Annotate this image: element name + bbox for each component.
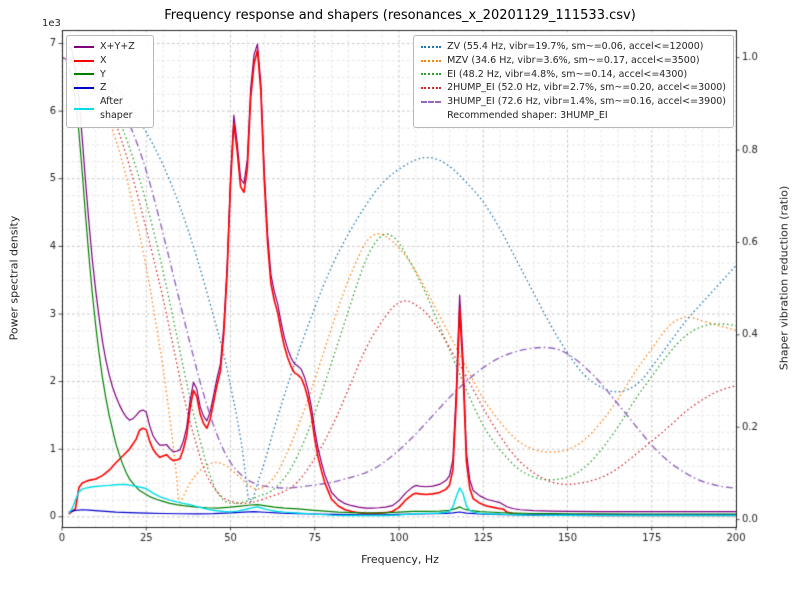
- legend-item-y: Y: [74, 68, 146, 82]
- mzv-line-swatch: [421, 59, 442, 62]
- legend-item-z: Z: [74, 81, 146, 95]
- x-axis-label: Frequency, Hz: [361, 553, 439, 566]
- legend-item-ei: EI (48.2 Hz, vibr=4.8%, sm~=0.14, accel<…: [421, 68, 726, 82]
- legend-label: MZV (34.6 Hz, vibr=3.6%, sm~=0.17, accel…: [447, 54, 700, 66]
- legend-label: Z: [100, 82, 107, 94]
- legend-label: Y: [100, 68, 106, 80]
- legend-label: EI (48.2 Hz, vibr=4.8%, sm~=0.14, accel<…: [447, 68, 688, 80]
- legend-item-3hump-ei: 3HUMP_EI (72.6 Hz, vibr=1.4%, sm~=0.16, …: [421, 95, 726, 109]
- legend-item-x: X: [74, 54, 146, 68]
- 3hump-ei-line-swatch: [421, 100, 442, 103]
- legend-item-2hump-ei: 2HUMP_EI (52.0 Hz, vibr=2.7%, sm~=0.20, …: [421, 81, 726, 95]
- legend-item-xyz: X+Y+Z: [74, 40, 146, 54]
- legend-item-after-shaper: After shaper: [74, 95, 146, 123]
- y-axis-offset-text: 1e3: [42, 18, 61, 29]
- ei-line-swatch: [421, 73, 442, 76]
- legend-label: ZV (55.4 Hz, vibr=19.7%, sm~=0.06, accel…: [447, 41, 704, 52]
- shaper-legend: ZV (55.4 Hz, vibr=19.7%, sm~=0.06, accel…: [413, 35, 734, 129]
- z-line-swatch: [74, 87, 94, 90]
- legend-label: X: [100, 54, 107, 66]
- after-shaper-line-swatch: [74, 107, 94, 110]
- xyz-line-swatch: [74, 45, 94, 48]
- legend-label: X+Y+Z: [100, 41, 135, 52]
- psd-legend: X+Y+Z X Y Z After shaper: [66, 35, 154, 128]
- y-line-swatch: [74, 73, 94, 76]
- 2hump-ei-line-swatch: [421, 87, 442, 90]
- zv-line-swatch: [421, 45, 442, 48]
- chart-title: Frequency response and shapers (resonanc…: [164, 8, 636, 23]
- recommended-shaper-text: Recommended shaper: 3HUMP_EI: [447, 109, 608, 121]
- y-axis-right-label: Shaper vibration reduction (ratio): [777, 185, 791, 371]
- y-axis-left-label: Power spectral density: [7, 215, 21, 341]
- legend-label: 2HUMP_EI (52.0 Hz, vibr=2.7%, sm~=0.20, …: [447, 82, 726, 94]
- legend-label: After shaper: [100, 96, 133, 121]
- x-line-swatch: [74, 59, 94, 62]
- legend-item-zv: ZV (55.4 Hz, vibr=19.7%, sm~=0.06, accel…: [421, 40, 726, 54]
- legend-label: 3HUMP_EI (72.6 Hz, vibr=1.4%, sm~=0.16, …: [447, 96, 726, 108]
- legend-item-mzv: MZV (34.6 Hz, vibr=3.6%, sm~=0.17, accel…: [421, 54, 726, 68]
